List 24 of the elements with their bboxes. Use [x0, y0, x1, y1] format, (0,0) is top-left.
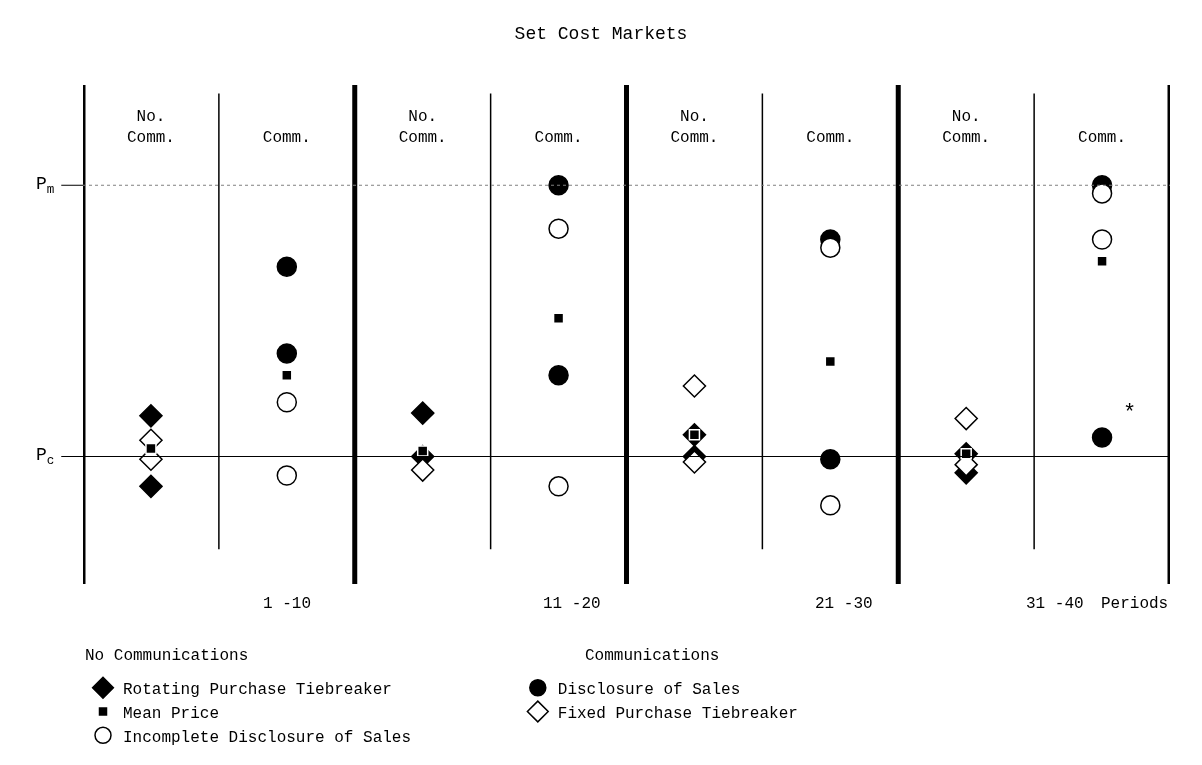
legend-label: Fixed Purchase Tiebreaker	[557, 704, 798, 723]
x-tick-label: No. Comm.	[670, 108, 719, 147]
text: 31 -40	[1026, 595, 1084, 613]
x-tick-label: Comm.	[806, 128, 855, 147]
x-tick-label: Comm.	[1078, 128, 1127, 147]
ref-line-label: P$_{m}$	[36, 174, 55, 197]
x-tick-label: Comm.	[262, 128, 311, 147]
legend-label: Mean Price	[123, 704, 220, 723]
legend-label: Incomplete Disclosure of Sales	[123, 728, 412, 747]
ref-line-label: P$_{c}$	[36, 445, 55, 468]
text: Periods	[1101, 595, 1169, 613]
x-tick-label: Comm.	[534, 128, 583, 147]
text: Communications	[585, 647, 720, 665]
x-tick-label: No. Comm.	[942, 108, 991, 147]
text: No Communications	[85, 647, 249, 665]
text: 11 -20	[543, 595, 601, 613]
annotation: *	[1123, 401, 1137, 426]
legend-label: Disclosure of Sales	[557, 680, 741, 699]
text: 21 -30	[815, 595, 873, 613]
chart-title: Set Cost Markets	[514, 24, 688, 45]
x-tick-label: No. Comm.	[398, 108, 447, 147]
x-tick-label: No. Comm.	[126, 108, 175, 147]
text: 1 -10	[263, 595, 312, 613]
legend-label: Rotating Purchase Tiebreaker	[123, 680, 392, 699]
